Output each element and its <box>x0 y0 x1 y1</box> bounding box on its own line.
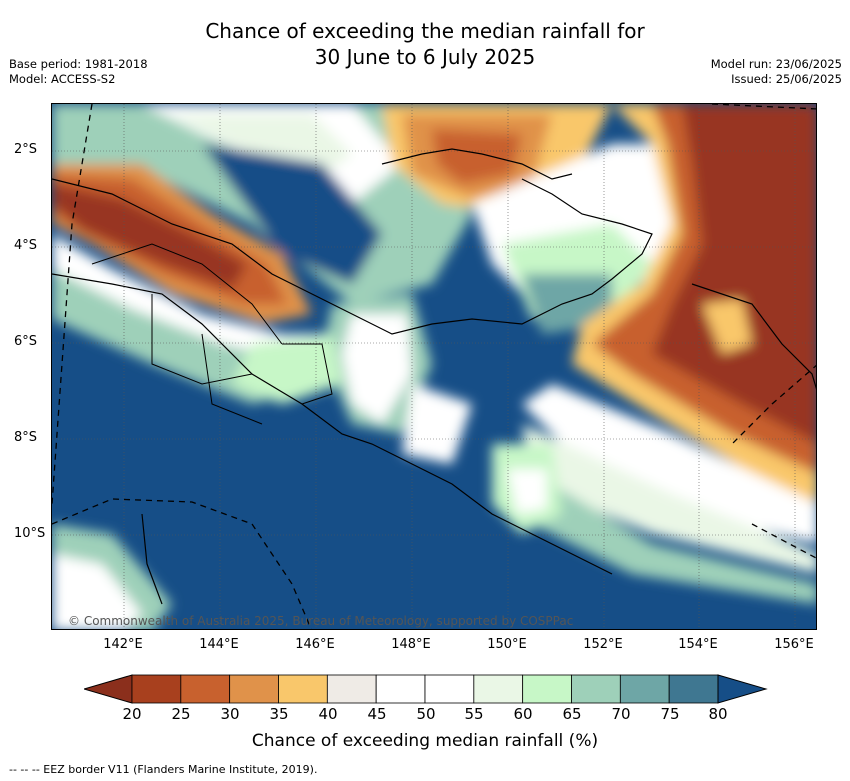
meta-right: Model run: 23/06/2025 Issued: 25/06/2025 <box>711 57 842 87</box>
colorbar-label-70: 70 <box>611 705 631 723</box>
province-borders <box>91 243 333 425</box>
colorbar-label-20: 20 <box>122 705 142 723</box>
colorbar-box-9 <box>571 674 621 704</box>
graticule <box>52 104 816 629</box>
map-canvas <box>52 104 816 629</box>
lat-tick-10s: 10°S <box>14 526 46 541</box>
lon-tick-154: 154°E <box>678 637 718 652</box>
lon-tick-146: 146°E <box>295 637 335 652</box>
lat-tick-6s: 6°S <box>14 334 38 349</box>
colorbar-label-35: 35 <box>269 705 289 723</box>
copyright-text: © Commonwealth of Australia 2025, Bureau… <box>68 614 574 628</box>
colorbar-label-40: 40 <box>318 705 338 723</box>
colorbar-label-25: 25 <box>171 705 191 723</box>
lon-tick-144: 144°E <box>199 637 239 652</box>
eez-legend-note: -- -- -- EEZ border V11 (Flanders Marine… <box>9 763 318 776</box>
colorbar-box-6 <box>424 674 475 704</box>
colorbar-label-65: 65 <box>562 705 582 723</box>
png-north-coast <box>52 178 653 335</box>
title-line-2: 30 June to 6 July 2025 <box>314 45 536 69</box>
cape-york-coast <box>141 513 163 605</box>
colorbar-box-7 <box>473 674 524 704</box>
colorbar-box-2 <box>229 674 279 704</box>
colorbar-box-0 <box>131 674 182 704</box>
issued-text: Issued: 25/06/2025 <box>731 72 842 86</box>
lon-tick-150: 150°E <box>487 637 527 652</box>
lat-tick-4s: 4°S <box>14 238 38 253</box>
colorbar-label-75: 75 <box>660 705 680 723</box>
lon-tick-142: 142°E <box>103 637 143 652</box>
colorbar-label-45: 45 <box>367 705 387 723</box>
colorbar-box-1 <box>180 674 231 704</box>
lon-tick-152: 152°E <box>583 637 623 652</box>
probability-field <box>52 104 816 629</box>
eez-border <box>52 104 816 629</box>
base-period-text: Base period: 1981-2018 <box>9 57 148 71</box>
meta-left: Base period: 1981-2018 Model: ACCESS-S2 <box>9 57 148 87</box>
colorbar-box-11 <box>668 674 719 704</box>
colorbar-label-30: 30 <box>220 705 240 723</box>
colorbar-label-55: 55 <box>464 705 484 723</box>
new-ireland-coast <box>381 148 573 180</box>
colorbar-label-60: 60 <box>513 705 533 723</box>
lon-tick-156: 156°E <box>774 637 814 652</box>
lat-tick-8s: 8°S <box>14 430 38 445</box>
colorbar-boxes <box>131 674 719 704</box>
map-title: Chance of exceeding the median rainfall … <box>0 18 850 70</box>
colorbar <box>84 674 768 704</box>
colorbar-title: Chance of exceeding median rainfall (%) <box>251 731 599 751</box>
colorbar-label-80: 80 <box>708 705 728 723</box>
colorbar-under-arrow <box>84 674 133 704</box>
bougainville-coast <box>691 283 816 390</box>
colorbar-over-arrow <box>717 674 768 704</box>
colorbar-box-3 <box>278 674 328 704</box>
title-line-1: Chance of exceeding the median rainfall … <box>205 19 645 43</box>
colorbar-label-50: 50 <box>416 705 436 723</box>
lat-tick-2s: 2°S <box>14 142 38 157</box>
colorbar-box-10 <box>619 674 670 704</box>
model-run-text: Model run: 23/06/2025 <box>710 57 842 71</box>
rainfall-map <box>51 103 817 630</box>
colorbar-box-5 <box>375 674 426 704</box>
coastlines <box>52 148 816 605</box>
colorbar-box-8 <box>522 674 572 704</box>
png-south-coast <box>52 273 613 575</box>
colorbar-box-4 <box>326 674 377 704</box>
lon-tick-148: 148°E <box>391 637 431 652</box>
model-text: Model: ACCESS-S2 <box>9 72 116 86</box>
